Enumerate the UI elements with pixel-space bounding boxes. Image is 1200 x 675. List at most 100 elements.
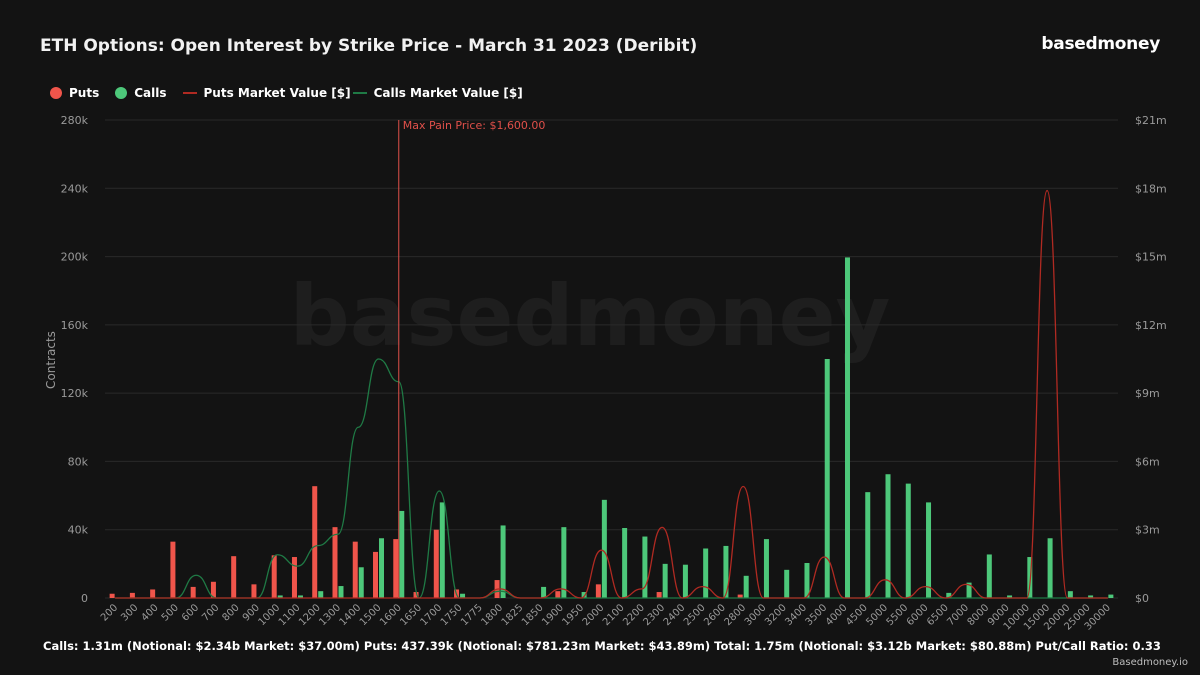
x-tick-label: 1775 <box>459 602 485 628</box>
legend-calls-mv-label: Calls Market Value [$] <box>373 86 523 100</box>
x-tick-label: 1950 <box>560 602 586 628</box>
calls-bar <box>662 563 668 598</box>
puts-bar <box>109 593 115 598</box>
puts-bar <box>190 586 196 598</box>
x-tick-label: 5500 <box>885 602 911 628</box>
calls-bar <box>642 536 648 598</box>
puts-bar <box>210 581 216 598</box>
calls-bar <box>277 595 283 598</box>
puts-bar <box>393 539 399 598</box>
x-tick-label: 2300 <box>641 602 667 628</box>
calls-bar <box>804 563 810 598</box>
calls-bar <box>844 257 850 598</box>
x-tick-label: 4500 <box>844 602 870 628</box>
legend-puts-mv-label: Puts Market Value [$] <box>203 86 351 100</box>
puts-bar <box>737 594 743 598</box>
x-tick-label: 1650 <box>398 602 424 628</box>
y2-tick-label: $18m <box>1135 182 1167 195</box>
x-tick-label: 500 <box>160 602 181 623</box>
puts-bar <box>555 591 561 598</box>
x-tick-label: 6000 <box>905 602 931 628</box>
watermark-text: basedmoney <box>290 267 891 365</box>
puts-bar <box>291 557 297 598</box>
calls-line-icon <box>352 92 367 94</box>
calls-bar <box>601 499 607 598</box>
x-tick-label: 7000 <box>945 602 971 628</box>
x-tick-label: 4000 <box>824 602 850 628</box>
y-tick-label: 40k <box>68 524 89 537</box>
legend-calls-mv[interactable]: Calls Market Value [$] <box>352 86 523 100</box>
calls-bar <box>865 492 871 598</box>
y-axis-label: Contracts <box>44 331 58 389</box>
legend-puts-mv[interactable]: Puts Market Value [$] <box>182 86 351 100</box>
y-tick-label: 240k <box>61 182 89 195</box>
x-tick-label: 1200 <box>297 602 323 628</box>
legend-puts-label: Puts <box>69 86 100 100</box>
x-tick-label: 1500 <box>358 602 384 628</box>
puts-bar <box>352 541 358 598</box>
calls-bar <box>743 575 749 598</box>
calls-bar <box>541 586 547 598</box>
y-tick-label: 200k <box>61 251 89 264</box>
chart-legend: Puts Calls Puts Market Value [$] Calls M… <box>50 86 539 100</box>
calls-bar <box>1108 594 1114 598</box>
x-tick-label: 200 <box>99 602 120 623</box>
legend-puts[interactable]: Puts <box>50 86 99 100</box>
x-tick-label: 6500 <box>925 602 951 628</box>
x-tick-label: 2800 <box>723 602 749 628</box>
y-tick-label: 160k <box>61 319 89 332</box>
puts-bar <box>433 529 439 598</box>
calls-bar <box>946 592 952 598</box>
x-tick-label: 3400 <box>783 602 809 628</box>
calls-market-value-line <box>115 358 1108 599</box>
x-tick-label: 1400 <box>338 602 364 628</box>
y2-tick-label: $3m <box>1135 524 1160 537</box>
x-tick-label: 5000 <box>864 602 890 628</box>
calls-bar <box>1047 538 1053 598</box>
legend-calls[interactable]: Calls <box>115 86 167 100</box>
x-tick-label: 1300 <box>317 602 343 628</box>
puts-dot-icon <box>50 87 62 99</box>
x-tick-label: 1600 <box>378 602 404 628</box>
calls-bar <box>1088 595 1094 598</box>
calls-bar <box>622 528 628 598</box>
y-tick-label: 80k <box>68 455 89 468</box>
x-tick-label: 1100 <box>277 602 303 628</box>
x-tick-label: 2100 <box>601 602 627 628</box>
x-tick-label: 2500 <box>682 602 708 628</box>
max-pain-label: Max Pain Price: $1,600.00 <box>403 119 546 132</box>
y-tick-label: 280k <box>61 114 89 127</box>
calls-bar <box>379 538 385 598</box>
x-tick-label: 1000 <box>257 602 283 628</box>
x-tick-label: 300 <box>119 602 140 623</box>
puts-bar <box>231 556 237 598</box>
puts-bar <box>170 541 176 598</box>
calls-bar <box>926 502 932 598</box>
calls-bar <box>966 582 972 598</box>
y2-tick-label: $0 <box>1135 592 1149 605</box>
calls-bar <box>1067 591 1073 598</box>
calls-bar <box>318 591 324 598</box>
x-tick-label: 1850 <box>520 602 546 628</box>
puts-bar <box>332 527 338 598</box>
x-tick-label: 3500 <box>804 602 830 628</box>
puts-bar <box>373 551 379 598</box>
legend-calls-label: Calls <box>134 86 167 100</box>
x-tick-label: 2000 <box>581 602 607 628</box>
calls-bar <box>885 474 891 598</box>
calls-bar <box>986 554 992 598</box>
puts-bar <box>271 555 277 598</box>
x-tick-label: 2200 <box>621 602 647 628</box>
puts-bar <box>413 592 419 598</box>
y2-tick-label: $15m <box>1135 251 1167 264</box>
x-tick-label: 8000 <box>966 602 992 628</box>
puts-bar <box>251 584 257 598</box>
calls-bar <box>500 525 506 598</box>
summary-stats: Calls: 1.31m (Notional: $2.34b Market: $… <box>43 639 1161 653</box>
calls-bar <box>297 595 303 598</box>
brand-logo: basedmoney <box>1041 34 1160 54</box>
x-tick-label: 700 <box>200 602 221 623</box>
calls-bar <box>1007 595 1013 598</box>
calls-bar <box>1027 557 1033 598</box>
